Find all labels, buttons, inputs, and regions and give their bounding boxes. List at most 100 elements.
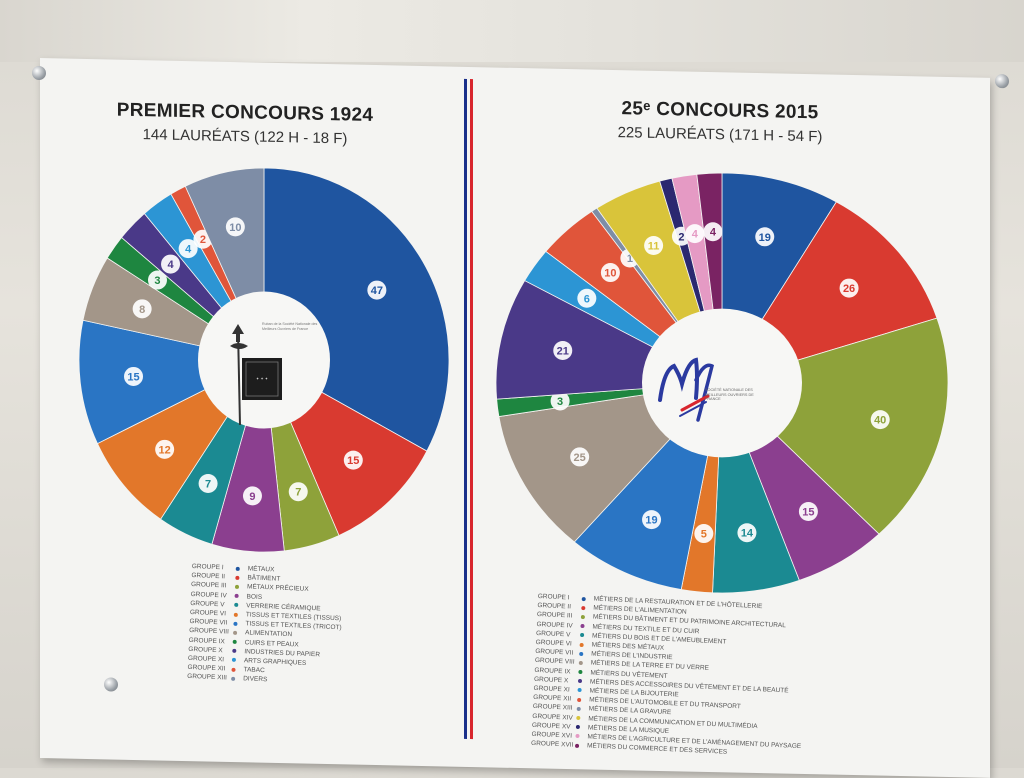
left-pie-label: 9 [249,491,255,503]
right-pie-label: 25 [574,452,586,464]
left-pie-label-badge [161,254,181,274]
legend-swatch [579,651,584,656]
left-pie-label-badge [155,439,175,459]
legend-swatch [579,633,585,638]
divider-red [470,79,473,740]
legend-swatch [580,624,585,629]
legend-label: BÂTIMENT [247,574,281,583]
right-pie-label: 19 [759,232,771,244]
right-pie-label: 10 [604,268,616,280]
legend-swatch [234,603,239,608]
legend-swatch [578,660,583,666]
left-pie-label: 12 [159,444,171,456]
screw-bottom-left [104,677,118,692]
left-pie-label-badge [198,473,218,493]
legend-swatch [232,630,238,635]
right-pie-label-badge [642,510,662,530]
left-pie-label: 3 [154,275,160,287]
left-pie-label-badge [288,482,308,502]
legend-swatch [581,596,586,601]
right-pie-label-badge [694,524,714,544]
right-pie-label: 1 [627,253,633,265]
right-pie-label-badge [570,447,590,467]
right-pie-label: 19 [645,515,657,527]
legend-swatch [233,621,238,626]
right-pie-label-badge [737,523,757,543]
legend-label: TABAC [243,666,265,675]
right-pie-center [642,308,802,458]
left-pie-label: 15 [347,455,359,467]
flag-emblem: ✦ ✦ ✦ [228,320,282,426]
legend-swatch [577,688,582,693]
right-legend: GROUPE I MÉTIERS DE LA RESTAURATION ET DE… [531,592,808,760]
legend-swatch [234,593,239,599]
left-pie-label-badge [132,299,152,319]
right-pie-label-badge [703,222,723,242]
left-subtitle: 144 LAURÉATS (122 H - 18 F) [142,126,348,148]
right-pie-label-badge [755,227,775,247]
right-title: 25ᵉ CONCOURS 2015 [621,98,819,124]
right-subtitle: 225 LAURÉATS (171 H - 54 F) [617,124,823,146]
right-pie-label-badge [870,410,890,430]
legend-label: BOIS [246,592,263,601]
left-pie-label-badge [225,217,245,237]
left-pie-label-badge [178,239,198,259]
left-pie-label: 47 [371,285,383,297]
right-pie-label: 2 [678,231,684,243]
left-pie-label: 7 [295,487,301,499]
screw-top-left [32,65,46,81]
legend-swatch [575,734,580,739]
legend-swatch [581,605,586,610]
legend-swatch [234,584,240,589]
mof-logo-caption: SOCIÉTÉ NATIONALE DES MEILLEURS OUVRIERS… [705,388,754,402]
right-pie-label: 5 [701,529,707,541]
left-pie-label: 15 [127,371,139,383]
right-pie-label-badge [550,391,570,411]
left-pie-label: 2 [200,234,206,246]
legend-swatch [235,575,240,580]
right-pie-label-badge [685,224,705,244]
right-pie-label: 4 [710,227,717,239]
right-pie-label: 14 [741,528,754,540]
left-legend: GROUPE I MÉTAUX GROUPE II BÂTIMENT GROUPE II… [187,562,344,688]
svg-text:✦ ✦ ✦: ✦ ✦ ✦ [256,376,269,381]
right-pie-label: 40 [874,415,886,427]
legend-swatch [231,667,236,672]
legend-swatch [576,715,581,721]
right-pie-label: 21 [557,345,569,357]
legend-swatch [579,642,584,647]
right-pie-label-badge [553,340,573,360]
center-caption: Ruban de la Société Nationale des Meille… [262,322,318,331]
divider-blue [464,78,467,739]
legend-swatch [232,649,237,654]
legend-swatch [577,697,582,702]
legend-group: GROUPE XIII [187,673,228,682]
left-title: PREMIER CONCOURS 1924 [116,99,374,126]
left-pie-label: 7 [205,478,211,490]
legend-label: MÉTAUX [247,565,275,574]
left-pie-label-badge [242,486,262,506]
legend-swatch [574,743,580,748]
right-pie-label: 11 [648,240,660,252]
right-pie-label-badge [577,288,597,308]
legend-swatch [575,725,580,730]
left-pie-label-badge [124,366,144,386]
mof-logo [652,340,722,430]
legend-swatch [235,566,240,571]
screw-top-right [995,74,1009,89]
right-pie-label-badge [600,263,620,283]
legend-swatch [580,614,585,620]
left-pie-label-badge [147,270,167,290]
right-pie-label: 6 [584,293,590,305]
right-pie-label-badge [798,501,818,521]
legend-swatch [578,670,583,675]
legend-swatch [577,679,583,684]
legend-group: GROUPE XVII [530,739,574,749]
left-pie-label: 8 [139,304,145,316]
legend-swatch [231,658,237,663]
left-pie-label: 10 [229,222,241,234]
legend-swatch [231,676,236,681]
legend-swatch [233,612,238,617]
